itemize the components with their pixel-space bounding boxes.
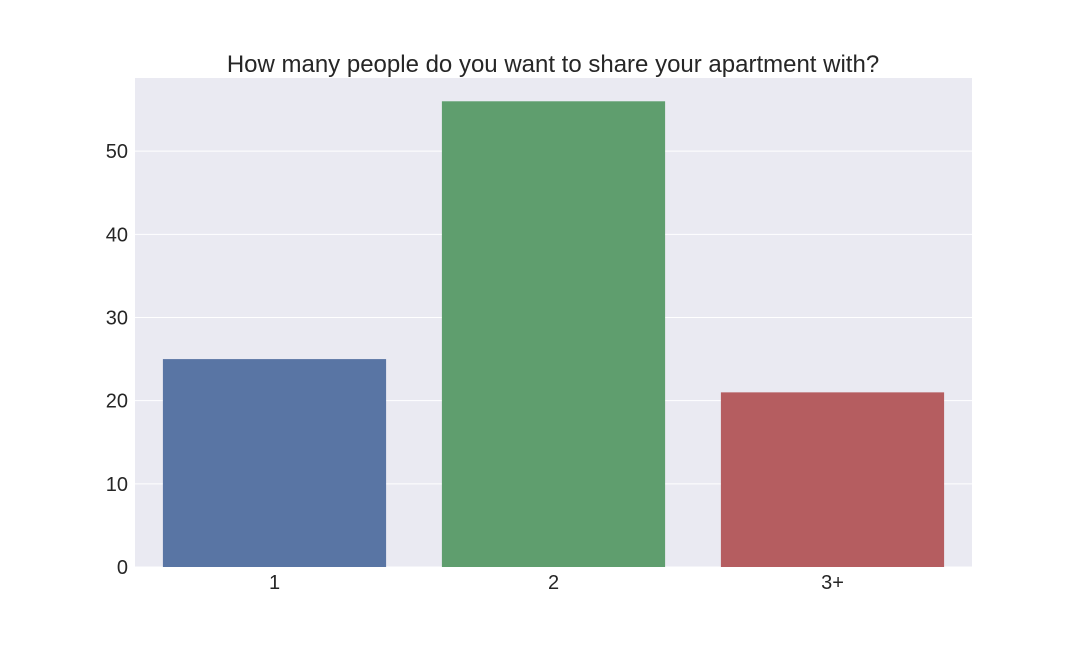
x-axis-ticks: 1 2 3+ (269, 572, 844, 594)
x-tick-label: 1 (269, 572, 280, 594)
bar-3+ (720, 392, 945, 567)
x-tick-label: 3+ (821, 572, 844, 594)
bar-1 (162, 359, 387, 567)
x-tick-label: 2 (548, 572, 559, 594)
y-tick-label: 0 (117, 557, 128, 579)
y-tick-label: 10 (106, 474, 128, 496)
y-tick-label: 30 (106, 308, 128, 330)
bars (162, 101, 945, 568)
chart-title: How many people do you want to share you… (227, 51, 879, 78)
y-tick-label: 40 (106, 224, 128, 246)
bar-2 (441, 101, 666, 568)
y-tick-label: 50 (106, 141, 128, 163)
y-tick-label: 20 (106, 391, 128, 413)
y-axis-ticks: 0 10 20 30 40 50 (106, 141, 128, 579)
